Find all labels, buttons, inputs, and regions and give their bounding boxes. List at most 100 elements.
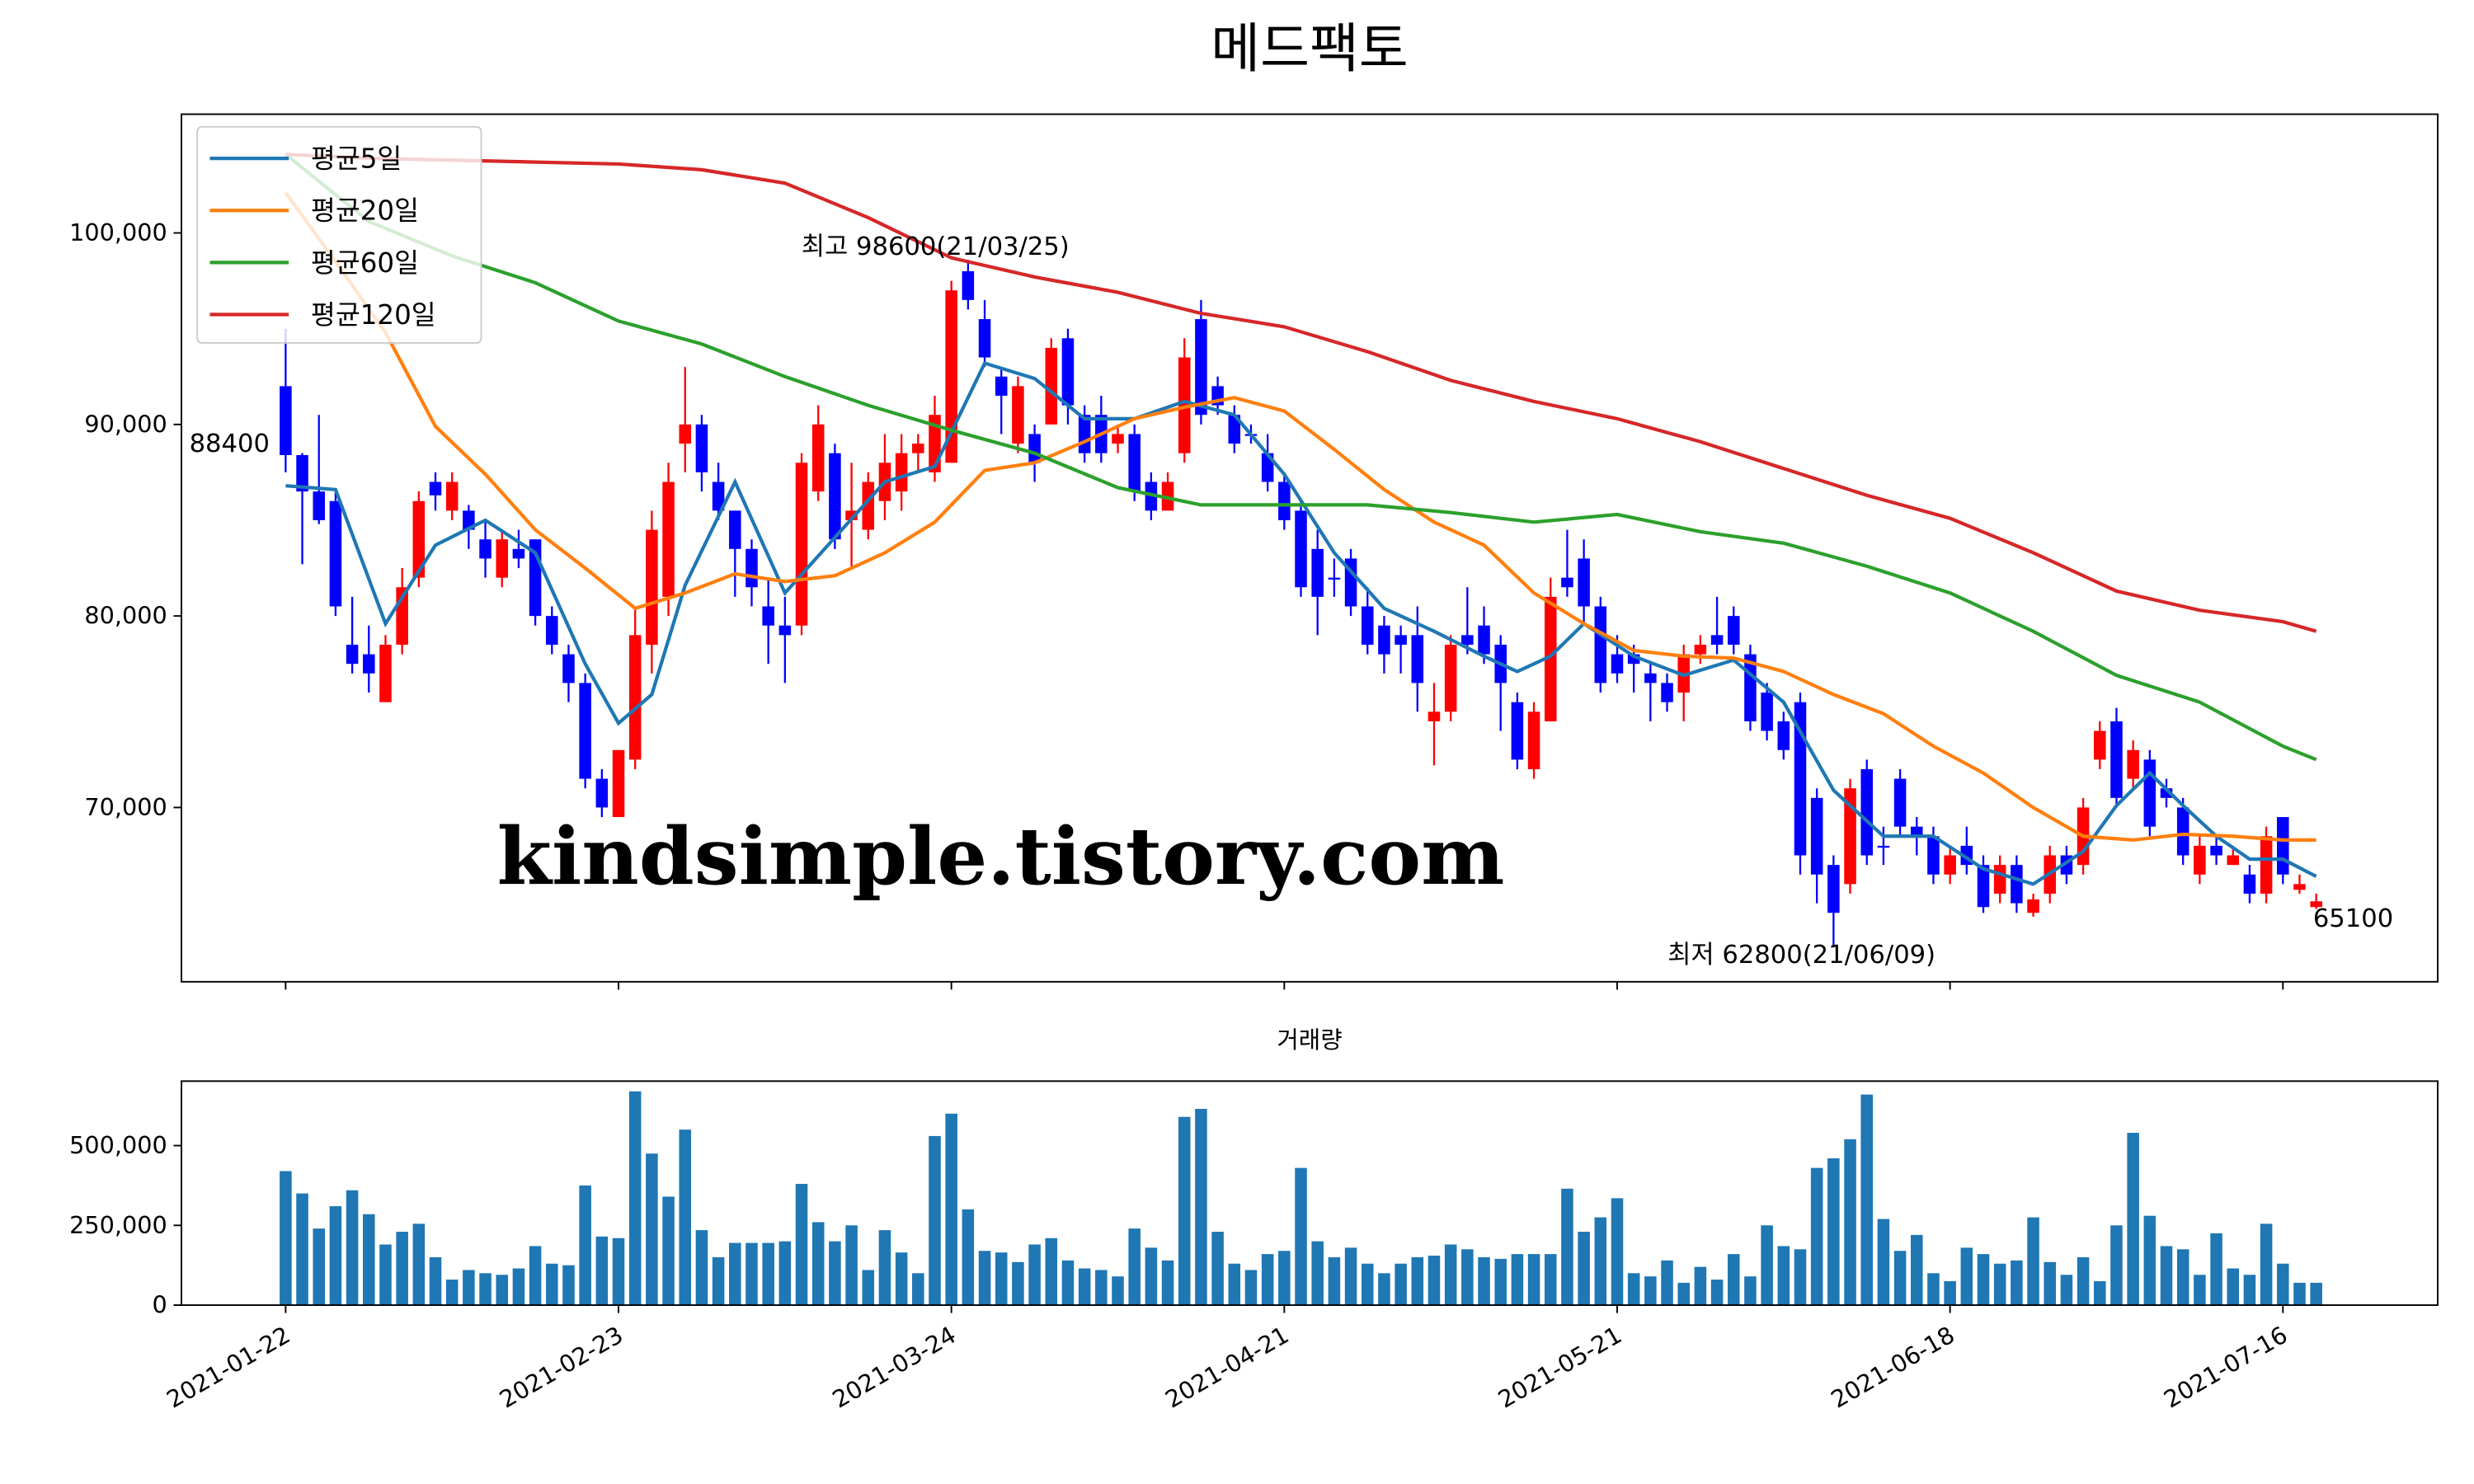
y-tick-label: 500,000 [69, 1131, 167, 1159]
volume-bar [1710, 1280, 1724, 1306]
volume-bar [1977, 1254, 1990, 1306]
candle-body [1028, 434, 1041, 463]
candle-body [1844, 788, 1856, 885]
candle-body [1061, 338, 1075, 406]
candle-body [679, 424, 692, 444]
candle-body [1860, 768, 1873, 856]
volume-bar [1810, 1167, 1823, 1306]
volume-bar [862, 1270, 875, 1306]
candle-body [762, 606, 774, 626]
volume-bar [878, 1230, 891, 1306]
candle-body [1544, 596, 1557, 721]
candle-body [479, 539, 492, 559]
volume-bar [2293, 1282, 2306, 1306]
y-tick-label: 90,000 [84, 410, 167, 438]
volume-bar [2044, 1261, 2057, 1306]
candle-body [978, 319, 991, 358]
candle-body [2260, 836, 2273, 894]
candle-body [1794, 702, 1807, 856]
volume-bar [1178, 1116, 1191, 1306]
candle-body [1911, 826, 1923, 837]
candle-body [1178, 357, 1191, 453]
volume-bar [612, 1237, 625, 1306]
candle-body [329, 500, 342, 607]
watermark: kindsimple.tistory.com [497, 810, 1505, 903]
volume-bar [1078, 1268, 1091, 1306]
candle-body [2127, 749, 2139, 779]
volume-bar [296, 1193, 308, 1306]
volume-bar [829, 1241, 841, 1306]
volume-bar [1661, 1260, 1673, 1306]
candle-body [1128, 434, 1141, 492]
volume-bar [762, 1242, 774, 1306]
volume-bar [1993, 1263, 2006, 1306]
volume-bar [1644, 1276, 1657, 1306]
candle-body [695, 424, 708, 472]
candle-body [2160, 788, 2173, 798]
candle-body [1627, 654, 1640, 665]
volume-bar [546, 1263, 558, 1306]
legend-box [196, 125, 482, 344]
volume-bar [729, 1242, 741, 1306]
candle-body [1827, 865, 1840, 913]
candle-body [1361, 606, 1374, 645]
volume-bar [1045, 1237, 1058, 1306]
candle-body [1727, 616, 1740, 645]
volume-bar [1061, 1260, 1075, 1306]
volume-bar [1844, 1139, 1856, 1306]
volume-bar [2277, 1263, 2289, 1306]
candle-body [1677, 654, 1690, 693]
candle-body [1461, 635, 1474, 645]
candle-body [912, 444, 924, 453]
volume-bar [945, 1113, 957, 1306]
candle-body [795, 463, 808, 626]
candle-body [1810, 797, 1823, 875]
legend-label: 평균60일 [311, 247, 419, 279]
candle-body [363, 654, 375, 674]
candle-body [1427, 711, 1441, 721]
volume-bar [1211, 1232, 1224, 1306]
volume-bar [1461, 1249, 1474, 1306]
candle-body [1644, 673, 1657, 683]
volume-title: 거래량 [1277, 1026, 1342, 1054]
candle-body [2277, 817, 2289, 875]
candle-body [1444, 644, 1457, 712]
candle-body [1611, 654, 1624, 674]
volume-bar [562, 1265, 575, 1306]
candle-body [346, 644, 359, 665]
x-tick-label: 2021-04-21 [1160, 1321, 1293, 1414]
volume-bar [313, 1228, 326, 1306]
volume-bar [1627, 1273, 1640, 1306]
candle-body [579, 683, 591, 779]
volume-bar [1261, 1254, 1274, 1306]
volume-bar [1527, 1254, 1540, 1306]
volume-bar [595, 1236, 609, 1306]
legend-label: 평균20일 [311, 195, 419, 227]
candle-body [445, 481, 459, 511]
candle-body [429, 481, 442, 495]
volume-bar [2060, 1275, 2073, 1306]
volume-bar [363, 1214, 375, 1306]
volume-bar [1295, 1167, 1307, 1306]
volume-bar [2160, 1246, 2173, 1306]
candle-body [745, 548, 758, 588]
candle-body [895, 453, 908, 492]
volume-bar [1511, 1254, 1524, 1306]
volume-bar [1911, 1234, 1923, 1306]
volume-bar [1877, 1219, 1890, 1306]
volume-bar [2243, 1275, 2256, 1306]
volume-bar [445, 1280, 459, 1306]
candle-body [1511, 702, 1524, 760]
candle-body [1561, 577, 1573, 588]
volume-bar [1128, 1228, 1141, 1306]
volume-bar [579, 1185, 591, 1306]
candle-body [562, 654, 575, 683]
volume-bar [2310, 1282, 2322, 1306]
x-tick-label: 2021-05-21 [1493, 1321, 1626, 1414]
candle-body [546, 616, 558, 645]
volume-bar [2143, 1215, 2157, 1306]
volume-bar [1012, 1261, 1024, 1306]
volume-bar [1777, 1246, 1790, 1306]
moving-average-line [285, 153, 2317, 762]
